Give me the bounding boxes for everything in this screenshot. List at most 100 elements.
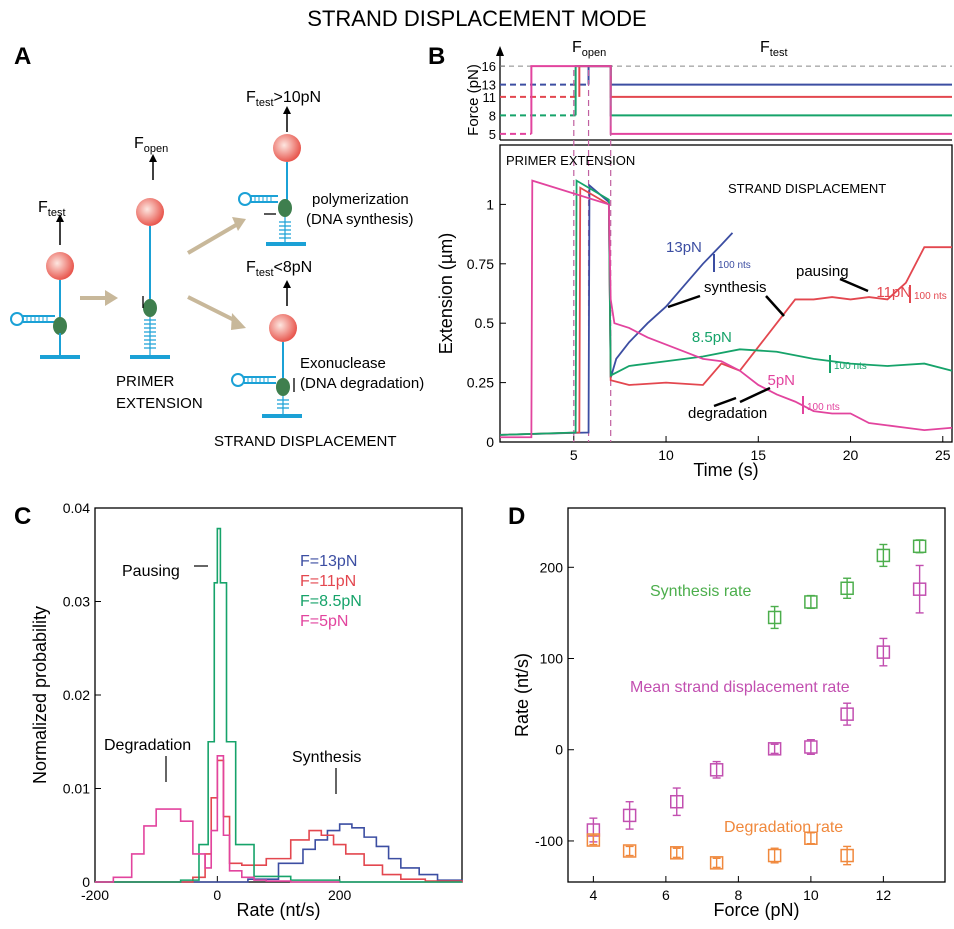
y-tick-label: 200 [540,559,564,575]
y-tick-label: 100 [540,651,564,667]
x-axis-title: Rate (nt/s) [236,900,320,920]
x-tick-label: 8 [734,887,742,903]
strand-displacement-label: STRAND DISPLACEMENT [214,433,397,450]
scale-bar-label: 100 nts [807,402,840,413]
force-tick-label: 5 [489,127,496,142]
branch-arrow-up-icon [186,223,238,255]
trace-label: 11pN [876,284,911,301]
bead-icon [273,134,301,162]
y-axis-title: Rate (nt/s) [512,653,532,737]
extension-subplot: 5 10 15 20 25 0 0.25 0.5 0.75 1 Time (s) Extension … [436,70,953,480]
pausing-annotation: Pausing [122,563,180,580]
dna-stem-icon [144,317,156,355]
series-label: Synthesis rate [650,583,751,600]
strand-displacement-annotation: STRAND DISPLACEMENT [728,181,886,196]
data-point-marker [804,831,818,845]
x-tick-label: 12 [876,887,892,903]
force-arrowhead-icon [149,154,157,162]
force-axis-title: Force (pN) [465,64,482,136]
extension-plot-frame [499,144,953,443]
fopen-phase-label: Fopen [572,39,606,59]
scale-bar-label: 100 nts [914,291,947,302]
rate-vs-force-plot: 4 6 8 10 12 -100 0 100 200 Force (pN) Rate (nt/s) S… [512,507,946,920]
y-tick-label: 0 [82,874,90,890]
legend-entry: F=5pN [300,613,348,630]
force-arrowhead-icon [56,214,64,222]
panel-a-letter: A [14,43,31,70]
exonuclease-label: Exonuclease [300,355,386,372]
ftest-phase-label: Ftest [760,39,788,59]
panel-a: A Ftest Fopen [10,43,424,450]
data-point-marker [876,548,891,563]
x-tick-label: 10 [658,447,674,463]
force-tick-label: 13 [482,78,496,93]
annotation-arrow-icon [739,386,771,404]
y-tick-label: 0 [555,742,563,758]
dna-stem-icon [279,217,291,243]
histogram-series [95,823,463,883]
primer-extension-annotation: PRIMER EXTENSION [506,153,635,168]
extension-trace [499,183,734,436]
primer-extension-label-2: EXTENSION [116,395,203,412]
dna-degradation-label: (DNA degradation) [300,375,424,392]
y-tick-label: 0.01 [63,781,90,797]
bead-icon [269,314,297,342]
construct-degradation: Ftest<8pN Exonuclease (DNA degradation) [231,259,424,418]
transition-arrowhead-icon [105,290,118,306]
polymerase-icon [53,317,67,335]
x-axis-title: Force (pN) [713,900,799,920]
y-tick-label: 0.75 [467,256,494,272]
annotation-arrow-icon [765,295,785,317]
data-point-marker [840,848,854,863]
force-axis-arrow-icon [496,46,504,56]
pausing-annotation: pausing [796,263,849,280]
panel-c-letter: C [14,503,31,530]
data-point-marker [767,742,782,756]
annotation-arrow-icon [713,396,737,408]
histogram-series [95,759,463,883]
scale-bar-label: 100 nts [718,260,751,271]
x-tick-label: 4 [589,887,597,903]
polymerase-icon [143,299,157,317]
polymerization-label: polymerization [312,191,409,208]
dna-stem-icon [277,396,289,414]
data-point-marker [876,645,891,659]
extension-trace [499,179,953,436]
x-tick-label: -200 [81,887,109,903]
y-tick-label: 0.5 [475,315,495,331]
y-tick-label: 0 [486,434,494,450]
y-axis-title: Normalized probability [30,606,50,784]
x-tick-label: 25 [935,447,951,463]
hairpin-icon [10,312,55,326]
plot-frame [567,507,946,883]
data-point-marker [709,856,724,870]
y-tick-label: 1 [486,196,494,212]
y-axis-title: Extension (µm) [436,233,456,354]
dna-synthesis-label: (DNA synthesis) [306,211,414,228]
data-point-marker [840,707,854,721]
annotation-arrow-icon [839,277,869,293]
degradation-annotation: degradation [688,405,767,422]
data-point-marker [767,848,782,863]
force-trace [587,65,952,86]
ftest-lt-label: Ftest<8pN [246,259,312,279]
branch-arrowhead-down-icon [231,313,246,330]
panel-d: D 4 6 8 10 12 -100 0 100 200 Force (pN) Rate (nt/s… [508,503,946,920]
series-label: Degradation rate [724,819,843,836]
ftest-label: Ftest [38,199,66,219]
data-point-marker [586,833,601,847]
data-point-marker [912,582,927,596]
force-arrowhead-icon [283,106,291,114]
y-tick-label: 0.02 [63,687,90,703]
data-point-marker [670,794,684,809]
y-tick-label: 0.04 [63,500,90,516]
bead-icon [136,198,164,226]
extension-trace [500,179,953,439]
branch-arrow-down-icon [187,295,237,323]
force-trace [574,65,952,117]
histogram-series [95,754,340,883]
